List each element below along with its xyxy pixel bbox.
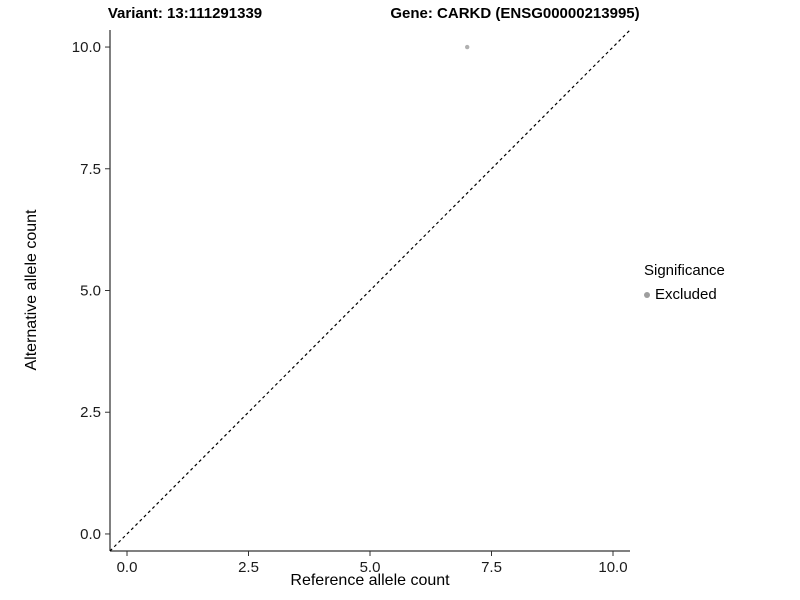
legend-title: Significance (644, 262, 725, 279)
y-tick-label: 5.0 (80, 283, 101, 300)
legend-item-excluded: Excluded (644, 286, 725, 303)
x-tick-label: 2.5 (238, 559, 259, 576)
y-tick-label: 10.0 (72, 39, 101, 56)
y-tick-label: 7.5 (80, 161, 101, 178)
legend: Significance Excluded (644, 262, 725, 303)
plot-title-variant: Variant: 13:111291339 (107, 5, 263, 22)
y-tick-label: 2.5 (80, 404, 101, 421)
x-tick-label: 5.0 (360, 559, 381, 576)
plot-title-gene: Gene: CARKD (ENSG00000213995) (390, 5, 640, 22)
y-axis-title: Alternative allele count (23, 209, 40, 371)
data-point-excluded (464, 44, 470, 50)
x-axis-title: Reference allele count (290, 572, 450, 589)
x-tick-label: 10.0 (598, 559, 627, 576)
legend-item-label: Excluded (655, 286, 717, 303)
legend-key-dot (644, 291, 650, 298)
x-tick-label: 7.5 (481, 559, 502, 576)
identity-line (109, 29, 631, 552)
y-tick-label: 0.0 (80, 526, 101, 543)
x-tick-label: 0.0 (117, 559, 138, 576)
